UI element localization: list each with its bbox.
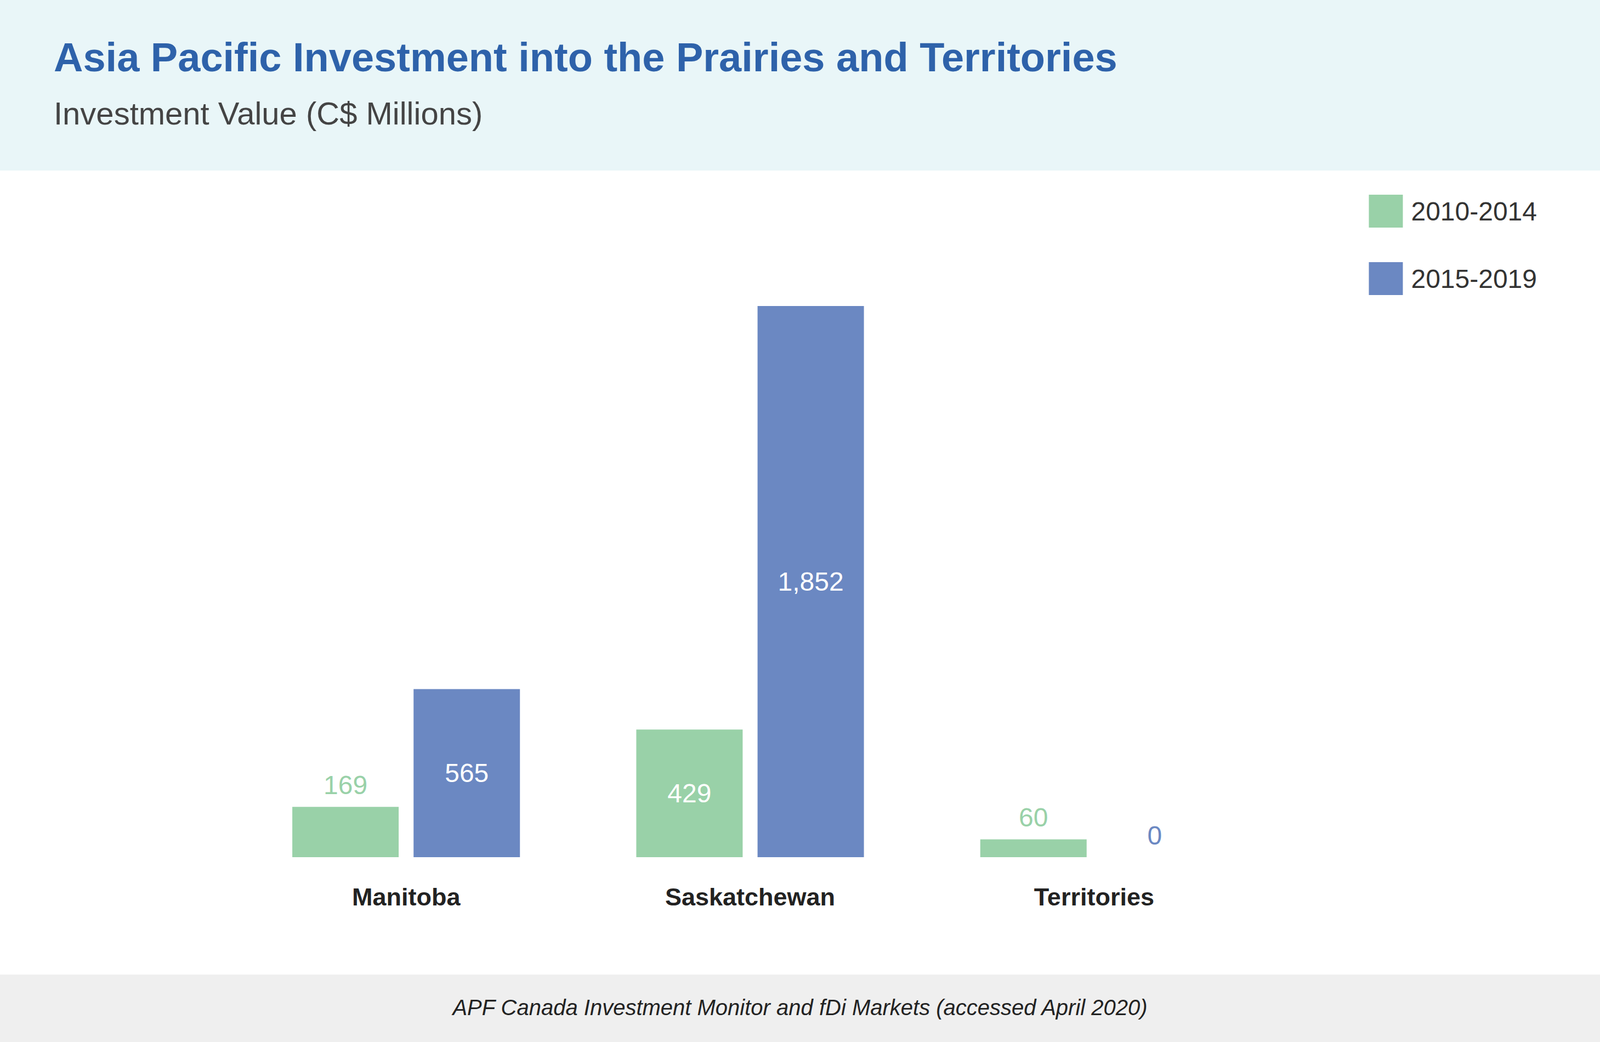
svg-text:1,852: 1,852 — [778, 566, 844, 597]
svg-text:169: 169 — [323, 770, 368, 800]
svg-text:APF Canada Investment Monitor: APF Canada Investment Monitor and fDi Ma… — [451, 995, 1148, 1020]
svg-text:2010-2014: 2010-2014 — [1410, 196, 1537, 226]
svg-text:Manitoba: Manitoba — [352, 882, 461, 911]
svg-text:2015-2019: 2015-2019 — [1410, 264, 1537, 294]
svg-text:60: 60 — [1018, 802, 1048, 832]
svg-text:Saskatchewan: Saskatchewan — [665, 882, 836, 911]
svg-text:Investment Value (C$ Millions): Investment Value (C$ Millions) — [53, 95, 483, 132]
svg-text:429: 429 — [667, 778, 712, 808]
svg-text:565: 565 — [444, 758, 489, 788]
svg-text:0: 0 — [1147, 820, 1163, 850]
svg-text:Asia Pacific Investment into t: Asia Pacific Investment into the Prairie… — [53, 34, 1118, 81]
svg-text:Territories: Territories — [1034, 882, 1155, 911]
